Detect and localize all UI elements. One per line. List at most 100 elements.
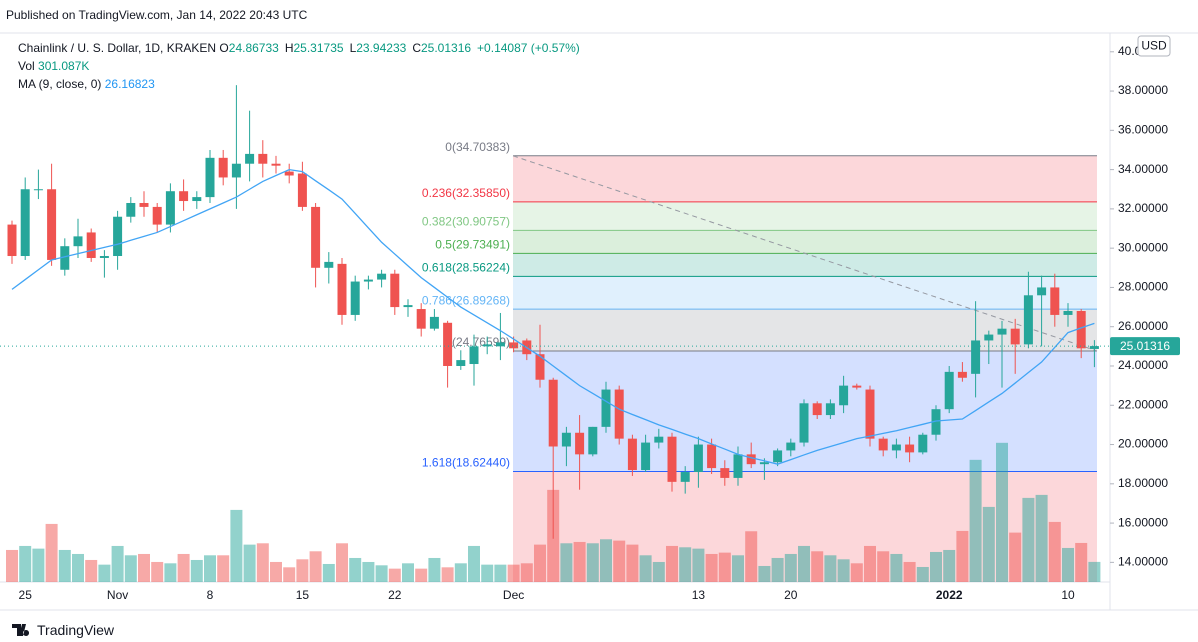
y-tick-label: 38.00000 (1118, 83, 1168, 97)
candle-body (509, 342, 519, 349)
volume-bar (362, 561, 375, 582)
candle-body (931, 409, 941, 435)
x-tick-label: 10 (1061, 588, 1075, 602)
candle-body (759, 462, 769, 465)
volume-bar (705, 553, 718, 582)
candle-body (20, 189, 30, 257)
candle-body (746, 454, 756, 465)
y-tick-label: 26.00000 (1118, 319, 1168, 333)
volume-bar (481, 564, 494, 582)
volume-bar (692, 548, 705, 582)
candle-body (627, 438, 637, 471)
volume-bar (296, 559, 309, 582)
symbol-title: Chainlink / U. S. Dollar, 1D, KRAKEN (18, 41, 217, 55)
candle-body (403, 305, 413, 308)
candle-body (918, 434, 928, 453)
candle-body (73, 236, 83, 247)
volume-bar (811, 551, 824, 582)
candle-body (245, 153, 255, 164)
candle-body (984, 334, 994, 341)
fib-label: 0.5(29.73491) (435, 238, 510, 252)
ma-line (11, 168, 1095, 465)
volume-bar (111, 545, 124, 582)
fib-label: 0(34.70383) (445, 140, 510, 154)
candle-body (812, 403, 822, 416)
fib-retracement: 0(34.70383) 0.236(32.35850) 0.382(30.90757… (422, 140, 1098, 582)
ohlc-value: 25.01316 (420, 41, 472, 55)
candle-body (284, 171, 294, 176)
y-tick-label: 36.00000 (1118, 123, 1168, 137)
candle-body (588, 426, 598, 455)
y-tick-label: 20.00000 (1118, 437, 1168, 451)
candle-body (1089, 346, 1099, 349)
volume-bar (758, 565, 771, 582)
volume-bar (877, 551, 890, 582)
ohlc-key: L (349, 41, 357, 55)
candle-body (179, 191, 189, 202)
volume-bar (784, 553, 797, 582)
candle-body (997, 328, 1007, 335)
volume-bar (573, 541, 586, 582)
candle-body (614, 389, 624, 439)
candle-body (7, 224, 17, 257)
volume-bar (58, 549, 71, 582)
candle-body (707, 444, 717, 469)
brand-icon (12, 624, 30, 636)
volume-bar (916, 566, 929, 582)
candle-body (390, 273, 400, 308)
candle-body (825, 403, 835, 416)
candle-body (192, 197, 202, 202)
candle-body (495, 342, 505, 347)
candle-body (799, 403, 809, 443)
fib-label: 0.618(28.56224) (422, 261, 510, 275)
legend: Chainlink / U. S. Dollar, 1D, KRAKEN O24… (18, 39, 586, 93)
x-tick-label: 15 (296, 588, 310, 602)
volume-bar (349, 557, 362, 582)
volume-bar (494, 564, 507, 582)
currency: USD (1141, 39, 1167, 53)
ma-label: MA (9, close, 0) (18, 77, 102, 91)
x-tick-label: 25 (19, 588, 33, 602)
ohlc-key: H (284, 41, 294, 55)
currency-box (1137, 35, 1171, 57)
candle-body (971, 340, 981, 374)
fib-label: 0.236(32.35850) (422, 186, 510, 200)
y-tick-label: 28.00000 (1118, 280, 1168, 294)
candle-body (416, 309, 426, 329)
volume-bar (270, 561, 282, 582)
y-tick-label: 32.00000 (1118, 201, 1168, 215)
ohlc-value: 25.31735 (293, 41, 344, 55)
candle-body (852, 385, 862, 388)
volume-bar (798, 545, 810, 582)
y-tick-label: 22.00000 (1118, 397, 1168, 411)
fib-zone (513, 155, 1097, 202)
fib-label: 1.618(18.62440) (422, 456, 510, 470)
candle-body (667, 436, 677, 482)
candle-body (905, 444, 915, 453)
ma-value: 26.16823 (104, 77, 155, 91)
ohlc-value: 24.86733 (228, 41, 279, 55)
volume-bar (745, 531, 758, 582)
volume-bar (1009, 532, 1022, 582)
candle-body (561, 432, 571, 447)
volume-bar (1062, 547, 1074, 582)
volume-bar (6, 549, 18, 582)
candle-body (205, 157, 215, 198)
candle-body (548, 379, 558, 447)
volume-bar (771, 557, 784, 582)
published-note: Published on TradingView.com, Jan 14, 20… (6, 8, 308, 22)
legend-row: Vol 301.087K (18, 57, 586, 75)
y-tick-label: 14.00000 (1118, 555, 1168, 569)
x-tick-label: Dec (503, 588, 524, 602)
x-tick-label: 20 (784, 588, 798, 602)
volume-bar (72, 553, 84, 582)
fib-trend (512, 155, 1098, 352)
volume-bar (639, 555, 652, 582)
x-tick-label: 8 (207, 588, 214, 602)
volume-bar (402, 563, 414, 582)
volume-bar (507, 564, 520, 582)
candle-body (1050, 287, 1060, 315)
fib-label: 1(24.76599) (445, 335, 510, 349)
